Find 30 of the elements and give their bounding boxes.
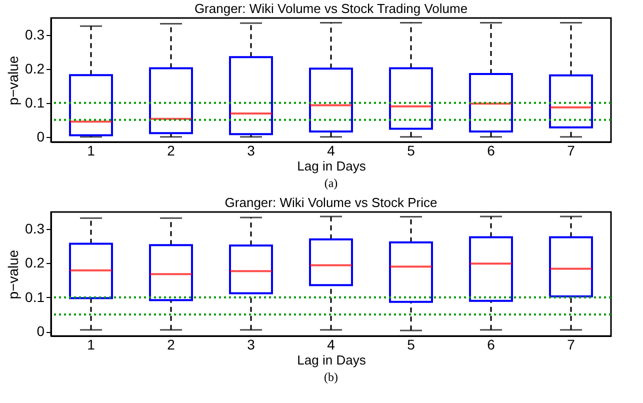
- y-tick-label: 0.3: [25, 220, 45, 237]
- chart-title: Granger: Wiki Volume vs Stock Price: [224, 195, 438, 210]
- y-axis-title: p−value: [5, 56, 22, 106]
- x-tick-label: 1: [87, 336, 96, 352]
- x-tick-label: 3: [247, 336, 256, 352]
- y-tick-label: 0.2: [25, 254, 45, 271]
- x-tick-label: 2: [167, 336, 176, 352]
- y-axis-title: p−value: [5, 250, 22, 300]
- text: (b): [324, 370, 338, 384]
- x-axis-title: Lag in Days: [297, 352, 366, 368]
- x-tick-label: 6: [487, 142, 496, 158]
- x-axis-title: Lag in Days: [297, 158, 366, 174]
- y-tick-label: 0: [36, 323, 45, 340]
- x-tick-label: 5: [407, 142, 416, 158]
- x-tick-label: 4: [327, 336, 336, 352]
- y-tick-label: 0.1: [25, 288, 45, 305]
- x-tick-label: 1: [87, 142, 96, 158]
- text: (a): [324, 176, 338, 190]
- y-tick-label: 0.3: [25, 26, 45, 42]
- y-tick-label: 0.2: [25, 60, 45, 76]
- x-tick-label: 4: [327, 142, 336, 158]
- x-tick-label: 5: [407, 336, 416, 352]
- chart-title: Granger: Wiki Volume vs Stock Trading Volume: [194, 1, 468, 16]
- x-tick-label: 7: [567, 336, 576, 352]
- x-tick-label: 3: [247, 142, 256, 158]
- x-tick-label: 6: [487, 336, 496, 352]
- x-tick-label: 2: [167, 142, 176, 158]
- y-tick-label: 0.1: [25, 94, 45, 110]
- x-tick-label: 7: [567, 142, 576, 158]
- y-tick-label: 0: [36, 128, 45, 144]
